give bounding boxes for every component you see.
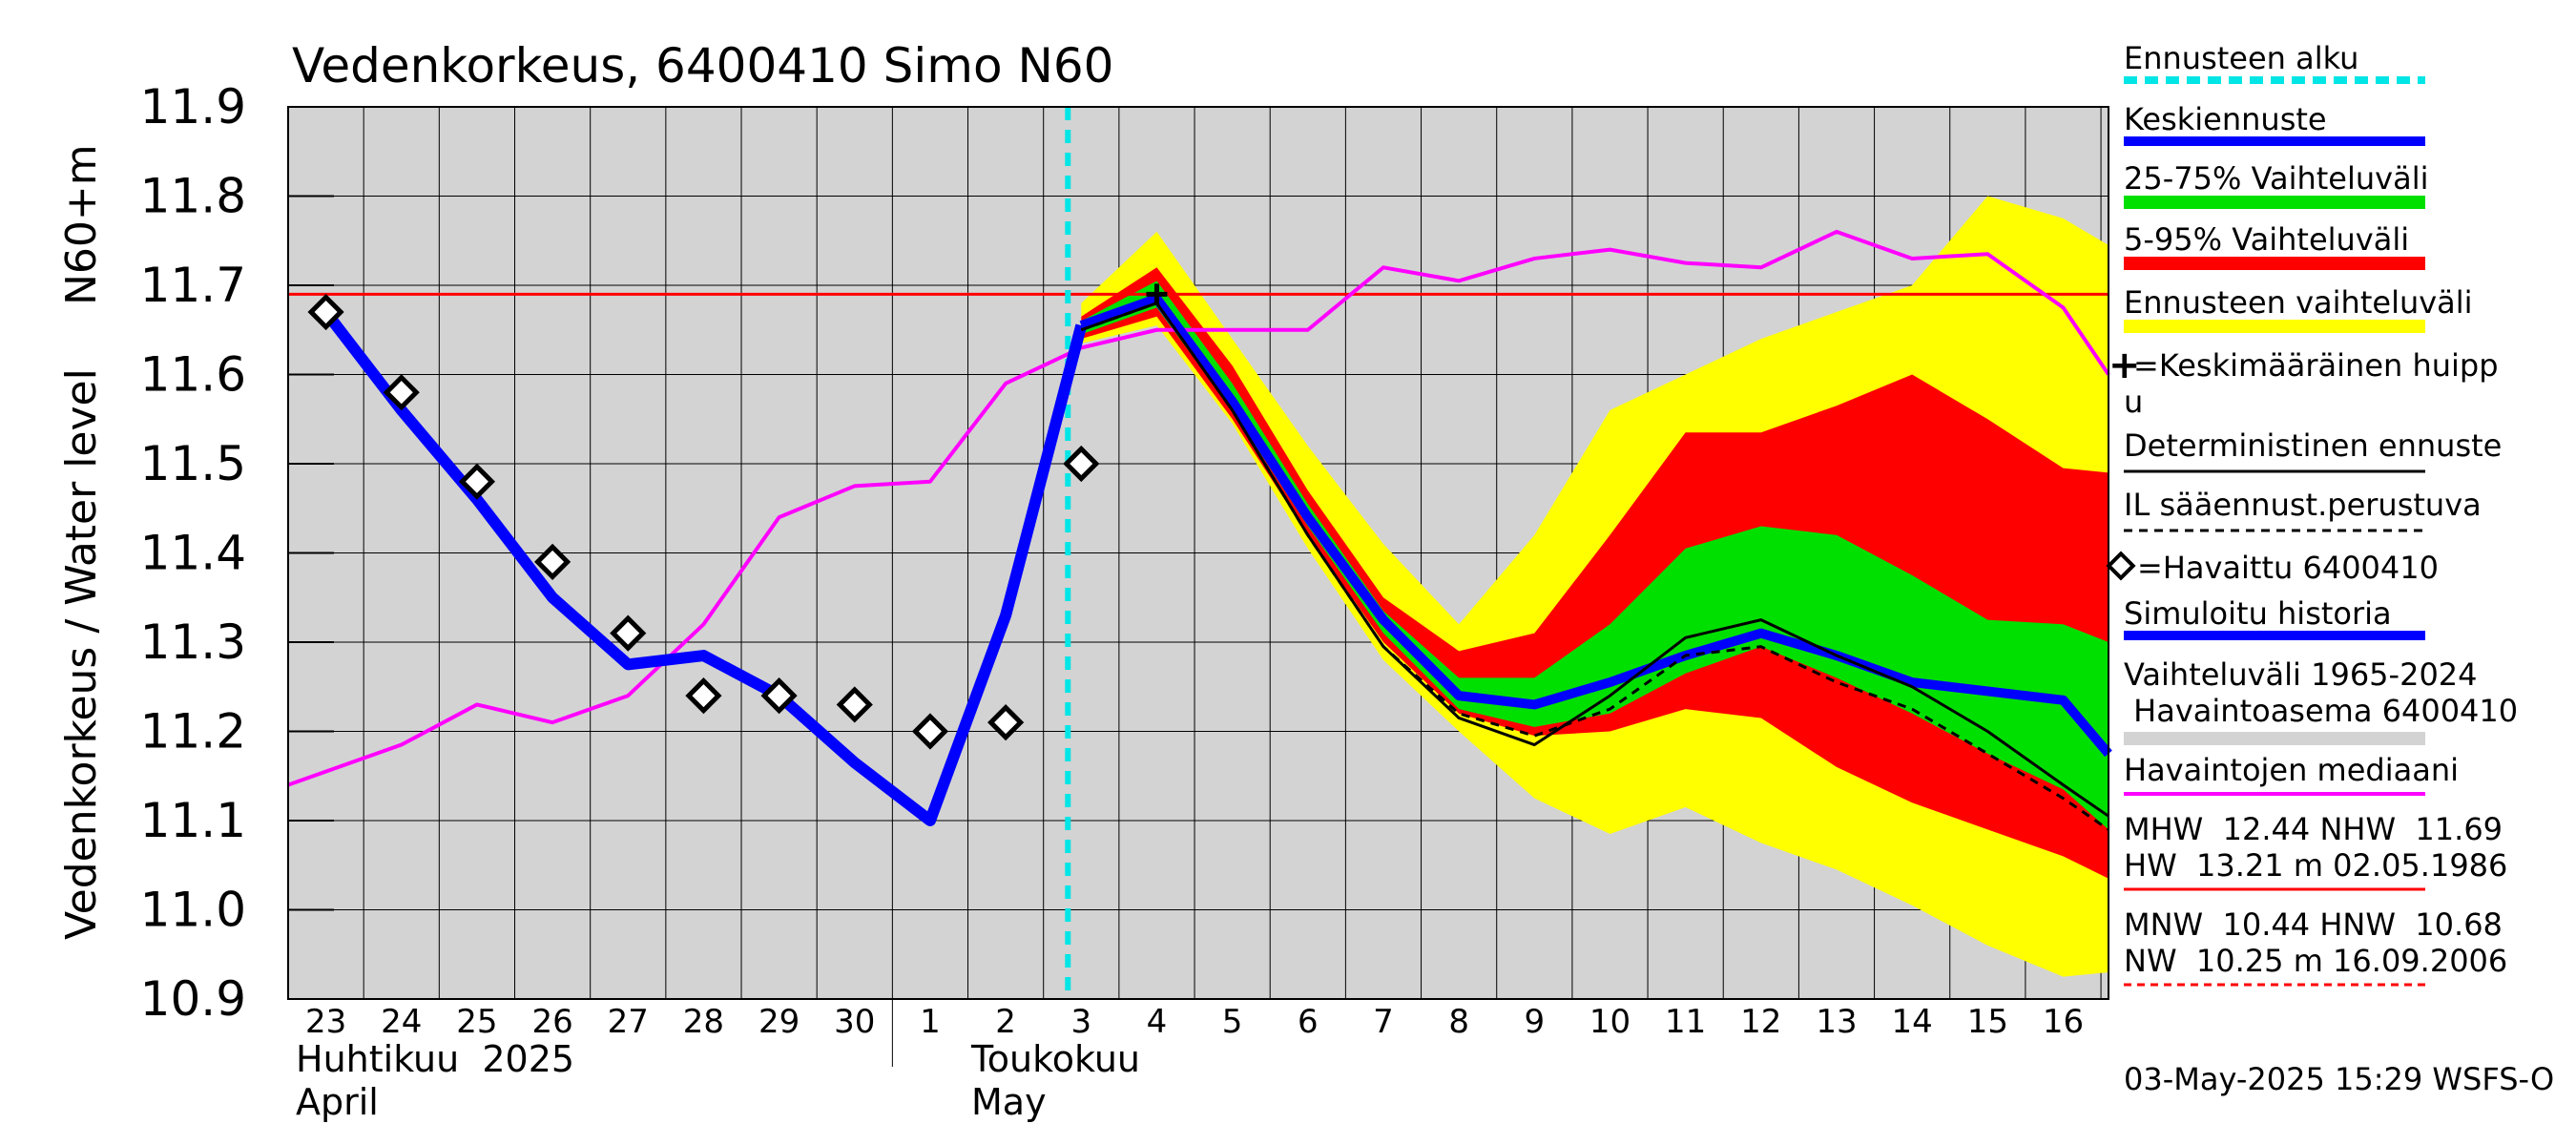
- x-tick-label: 26: [531, 1003, 572, 1041]
- x-tick-label: 11: [1665, 1003, 1706, 1041]
- legend-label-mean-peak: =Keskimääräinen huipp: [2133, 347, 2499, 384]
- legend-label-mnw: MNW 10.44 HNW 10.68: [2124, 906, 2503, 943]
- observed-point: [1063, 445, 1100, 483]
- observed-point: [383, 374, 420, 411]
- legend-icon-observed: [2106, 551, 2136, 581]
- footer-timestamp: 03-May-2025 15:29 WSFS-O: [2124, 1061, 2554, 1097]
- series-lines: [287, 229, 2112, 831]
- y-tick-label: 11.3: [140, 614, 246, 670]
- x-tick-label: 8: [1448, 1003, 1469, 1041]
- x-tick-label: 7: [1373, 1003, 1394, 1041]
- x-tick-label: 29: [758, 1003, 800, 1041]
- legend-label-median: Havaintojen mediaani: [2124, 752, 2459, 788]
- x-tick-label: 16: [2043, 1003, 2084, 1041]
- observed-point: [458, 463, 496, 500]
- series-line-il-s-ennust-perustuva: [1080, 302, 2109, 831]
- observed-point: [760, 677, 798, 715]
- x-tick-label: 14: [1892, 1003, 1933, 1041]
- x-tick-label: 10: [1589, 1003, 1631, 1041]
- legend-label-5-95: 5-95% Vaihteluväli: [2124, 221, 2409, 258]
- month-label-april-en: April: [296, 1081, 379, 1123]
- x-tick-label: 9: [1524, 1003, 1545, 1041]
- x-tick-label: 12: [1740, 1003, 1781, 1041]
- legend-label-simulated: Simuloitu historia: [2124, 595, 2392, 632]
- legend-label-nw: NW 10.25 m 16.09.2006: [2124, 943, 2507, 979]
- x-axis-ticks: 23 24 25 26 27 28 29 30 1 2 3 4 5 6 7 8 9 10 11 12 13 14 15 16: [305, 999, 2084, 1067]
- y-axis-label-top: N60+m: [57, 144, 106, 305]
- chart-title: Vedenkorkeus, 6400410 Simo N60: [292, 38, 1113, 94]
- legend-label-deterministic: Deterministinen ennuste: [2124, 427, 2502, 464]
- x-tick-label: 13: [1816, 1003, 1857, 1041]
- legend-label-range: Vaihteluväli 1965-2024: [2124, 656, 2478, 693]
- legend-label-mean-peak-cont: u: [2124, 384, 2143, 420]
- legend-label-range-station: Havaintoasema 6400410: [2124, 693, 2518, 729]
- x-tick-label: 30: [834, 1003, 875, 1041]
- y-tick-label: 11.9: [140, 79, 246, 135]
- x-tick-label: 23: [305, 1003, 346, 1041]
- y-tick-label: 11.8: [140, 169, 246, 224]
- y-tick-label: 11.2: [140, 704, 246, 760]
- y-tick-label: 11.0: [140, 883, 246, 938]
- observed-point: [836, 686, 873, 723]
- y-tick-label: 11.1: [140, 793, 246, 848]
- observed-point: [685, 677, 722, 715]
- x-tick-label: 6: [1298, 1003, 1319, 1041]
- x-tick-label: 24: [381, 1003, 422, 1041]
- legend-label-observed: =Havaittu 6400410: [2137, 550, 2439, 586]
- x-tick-label: 28: [683, 1003, 724, 1041]
- legend-label-ensemble: Ennusteen vaihteluväli: [2124, 284, 2473, 321]
- month-label-may-fi: Toukokuu: [970, 1038, 1140, 1080]
- observed-markers: [307, 283, 1168, 750]
- y-tick-label: 10.9: [140, 971, 246, 1027]
- observed-point: [307, 293, 344, 331]
- x-tick-label: 5: [1222, 1003, 1243, 1041]
- y-tick-label: 11.4: [140, 526, 246, 581]
- mean-peak-marker: [1146, 283, 1168, 305]
- legend-label-mean-forecast: Keskiennuste: [2124, 101, 2327, 137]
- y-tick-label: 11.5: [140, 436, 246, 491]
- x-tick-label: 2: [995, 1003, 1016, 1041]
- y-tick-label: 11.7: [140, 258, 246, 313]
- x-tick-label: 4: [1147, 1003, 1168, 1041]
- band-5-95-vaihteluv-li: [1081, 267, 2109, 879]
- legend-label-forecast-start: Ennusteen alku: [2124, 40, 2358, 76]
- legend-label-mhw: MHW 12.44 NHW 11.69: [2124, 811, 2503, 847]
- x-tick-label: 27: [608, 1003, 649, 1041]
- legend-icon-mean-peak: +: [2109, 344, 2141, 387]
- x-tick-label: 15: [1967, 1003, 2008, 1041]
- y-axis-label: Vedenkorkeus / Water level: [57, 368, 106, 940]
- series-line-simuloitu-historia: [321, 308, 1088, 826]
- legend-label-il-forecast: IL sääennust.perustuva: [2124, 487, 2482, 523]
- y-tick-label: 11.6: [140, 347, 246, 403]
- series-line-havaintojen-mediaani: [287, 229, 2110, 787]
- series-line-keskiennuste: [1079, 294, 2112, 758]
- legend-label-hw: HW 13.21 m 02.05.1986: [2124, 847, 2507, 884]
- x-tick-label: 3: [1070, 1003, 1091, 1041]
- x-tick-label: 1: [920, 1003, 941, 1041]
- observed-point: [534, 543, 571, 580]
- month-label-may-en: May: [971, 1081, 1047, 1123]
- observed-point: [610, 614, 647, 652]
- month-label-april-fi: Huhtikuu 2025: [296, 1038, 574, 1080]
- observed-point: [911, 713, 949, 750]
- x-tick-label: 25: [456, 1003, 497, 1041]
- legend: Ennusteen alku Keskiennuste 25-75% Vaiht…: [2106, 40, 2518, 987]
- observed-point: [987, 704, 1025, 741]
- legend-label-25-75: 25-75% Vaihteluväli: [2124, 160, 2428, 197]
- y-axis-ticks: 11.9 11.8 11.7 11.6 11.5 11.4 11.3 11.2 11.1 11.0…: [140, 79, 334, 1027]
